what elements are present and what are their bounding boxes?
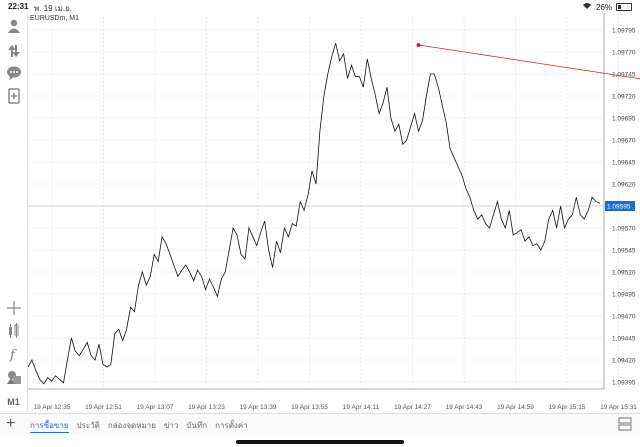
y-tick-label: 1.09520 xyxy=(612,270,636,277)
y-tick-label: 1.09745 xyxy=(612,72,636,79)
wifi-icon xyxy=(582,2,592,12)
y-tick-label: 1.09420 xyxy=(612,358,636,365)
price-line xyxy=(27,43,601,385)
y-tick-label: 1.09445 xyxy=(612,336,636,343)
add-icon[interactable]: + xyxy=(6,415,16,432)
tab-bar: การซื้อขาย ประวัติ กล่องจดหมาย ข่าว บันท… xyxy=(30,419,248,433)
chart-canvas[interactable]: 19 Apr 12:35 19 Apr 12:51 19 Apr 13:07 19 A… xyxy=(27,13,640,411)
tab-trade[interactable]: การซื้อขาย xyxy=(30,419,69,433)
y-tick-label: 1.09720 xyxy=(612,94,636,101)
home-indicator xyxy=(236,440,404,444)
y-tick-label: 1.09645 xyxy=(612,160,636,167)
current-price-tag xyxy=(605,201,635,211)
function-icon[interactable]: f xyxy=(5,345,22,362)
x-tick-label: 19 Apr 15:31 xyxy=(600,404,637,411)
x-tick-label: 19 Apr 13:23 xyxy=(188,404,225,411)
date: พ. 19 เม.ย. xyxy=(34,4,72,13)
clock: 22:31 xyxy=(8,2,29,11)
left-toolbar: f M1 xyxy=(0,13,28,411)
status-right: 26% xyxy=(582,2,632,12)
battery-percent: 26% xyxy=(595,2,612,12)
symbol-label: EURUSDm, M1 xyxy=(30,15,80,22)
document-icon[interactable] xyxy=(5,87,22,104)
y-tick-label: 1.09395 xyxy=(612,380,636,387)
tab-history[interactable]: ประวัติ xyxy=(76,421,100,430)
objects-icon[interactable] xyxy=(5,368,22,385)
account-icon[interactable] xyxy=(5,17,22,34)
x-tick-label: 19 Apr 14:59 xyxy=(497,404,534,411)
tab-settings[interactable]: การตั้งค่า xyxy=(215,421,248,430)
status-bar: 22:31 พ. 19 เม.ย. 26% xyxy=(0,0,640,13)
x-tick-label: 19 Apr 15:15 xyxy=(549,404,586,411)
bottom-bar: + การซื้อขาย ประวัติ กล่องจดหมาย ข่าว บั… xyxy=(0,413,640,434)
x-tick-label: 19 Apr 14:27 xyxy=(394,404,431,411)
tab-mailbox[interactable]: กล่องจดหมาย xyxy=(107,421,156,430)
y-tick-label: 1.09620 xyxy=(612,182,636,189)
trendline-anchor-start xyxy=(416,42,421,47)
tab-journal[interactable]: บันทึก xyxy=(186,421,208,430)
current-price-label: 1.09595 xyxy=(607,204,631,211)
timeframe-label[interactable]: M1 xyxy=(7,396,20,407)
trendline xyxy=(418,44,640,80)
chat-icon[interactable] xyxy=(5,64,22,81)
tab-news[interactable]: ข่าว xyxy=(163,421,179,430)
indicator-icon[interactable] xyxy=(5,322,22,339)
trade-arrows-icon[interactable] xyxy=(5,42,22,59)
crosshair-icon[interactable] xyxy=(5,299,22,316)
price-chart[interactable]: 19 Apr 12:35 19 Apr 12:51 19 Apr 13:07 19 A… xyxy=(27,13,640,411)
x-tick-label: 19 Apr 12:51 xyxy=(85,404,122,411)
layout-icon[interactable] xyxy=(618,417,632,431)
y-tick-label: 1.09695 xyxy=(612,116,636,123)
y-tick-label: 1.09495 xyxy=(612,292,636,299)
y-tick-label: 1.09470 xyxy=(612,314,636,321)
svg-text:f: f xyxy=(9,348,17,362)
y-tick-label: 1.09670 xyxy=(612,138,636,145)
y-tick-label: 1.09770 xyxy=(612,50,636,57)
y-tick-label: 1.09795 xyxy=(612,28,636,35)
x-tick-label: 19 Apr 13:07 xyxy=(137,404,174,411)
y-tick-label: 1.09570 xyxy=(612,226,636,233)
battery-icon xyxy=(616,3,632,11)
y-tick-label: 1.09545 xyxy=(612,248,636,255)
x-tick-label: 19 Apr 14:11 xyxy=(343,404,380,411)
x-tick-label: 19 Apr 13:55 xyxy=(291,404,328,411)
x-tick-label: 19 Apr 14:43 xyxy=(446,404,483,411)
x-tick-label: 19 Apr 12:35 xyxy=(34,404,71,411)
x-tick-label: 19 Apr 13:39 xyxy=(240,404,277,411)
